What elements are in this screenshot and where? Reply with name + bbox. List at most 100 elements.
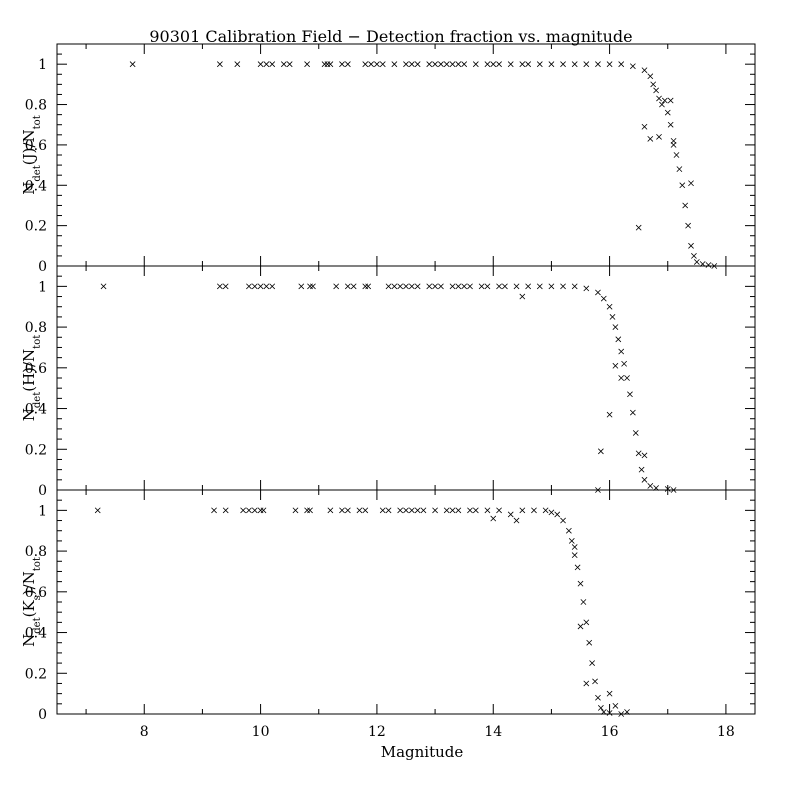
data-point: [438, 283, 444, 290]
data-point: [339, 61, 345, 68]
data-point: [438, 61, 444, 68]
data-point: [449, 507, 456, 514]
data-point: [548, 61, 555, 68]
data-point: [403, 507, 409, 514]
data-point: [548, 509, 555, 516]
y-label-subscript: s: [32, 595, 43, 600]
y-label-subscript: det: [32, 392, 43, 408]
data-point: [647, 483, 654, 489]
data-point: [426, 283, 433, 290]
data-point: [659, 101, 665, 108]
data-point: [455, 283, 462, 290]
data-point: [449, 283, 456, 290]
data-point: [374, 61, 380, 68]
data-point: [461, 61, 468, 68]
data-point: [507, 61, 514, 68]
data-point: [536, 283, 543, 290]
data-point: [414, 507, 421, 514]
data-point: [586, 639, 593, 646]
y-label-middle: (J)/N: [20, 129, 38, 165]
data-point: [478, 283, 485, 290]
data-point: [615, 336, 622, 343]
data-point: [612, 362, 619, 369]
data-point: [676, 166, 683, 173]
data-point: [688, 180, 694, 187]
data-point: [647, 73, 654, 80]
data-point: [560, 61, 566, 68]
data-point: [344, 61, 351, 68]
data-point: [536, 61, 543, 68]
data-point: [222, 507, 229, 514]
data-point: [583, 680, 590, 687]
y-label-subscript: det: [32, 165, 43, 181]
data-point: [612, 702, 619, 709]
data-point: [222, 283, 229, 290]
data-point: [496, 507, 502, 514]
data-point: [635, 224, 642, 231]
data-point: [251, 283, 258, 290]
data-point: [661, 97, 668, 104]
data-point: [449, 61, 456, 68]
x-tick-label: 10: [252, 724, 270, 740]
data-point: [618, 711, 625, 717]
y-label-base: N: [20, 634, 38, 647]
data-point: [432, 61, 438, 68]
data-point: [571, 61, 578, 68]
data-point: [574, 564, 581, 571]
data-point: [629, 63, 636, 70]
data-point: [403, 61, 409, 68]
data-point: [606, 303, 613, 310]
data-point: [472, 61, 479, 68]
y-axis-label: Ndet(Ks)/Ntot: [20, 557, 43, 647]
data-point: [531, 507, 537, 514]
y-tick-label: 1: [38, 57, 47, 73]
y-tick-label: 0.4: [25, 626, 47, 642]
data-point: [391, 283, 398, 290]
data-point: [408, 61, 415, 68]
data-point: [216, 283, 223, 290]
data-point: [362, 507, 369, 514]
data-point: [627, 391, 633, 398]
data-point: [298, 283, 305, 290]
data-point: [629, 409, 636, 416]
x-axis-label: Magnitude: [381, 743, 464, 761]
data-point: [565, 527, 572, 534]
y-label-subscript: tot: [32, 335, 43, 349]
chart-title: 90301 Calibration Field − Detection frac…: [149, 27, 632, 46]
data-point: [525, 283, 532, 290]
data-point: [571, 283, 578, 290]
data-point: [618, 375, 625, 381]
y-axis-label: Ndet(H)/Ntot: [20, 335, 43, 422]
data-point: [339, 507, 345, 514]
data-point: [211, 507, 217, 514]
data-point: [580, 599, 587, 605]
panel-h: 0 0.2 0.4 0.6 0.8 1 Ndet(H)/Ntot: [20, 265, 756, 499]
data-point: [362, 283, 369, 290]
y-tick-label: 0.8: [25, 320, 47, 336]
data-point: [632, 430, 639, 436]
data-point: [292, 507, 299, 514]
data-point: [496, 61, 502, 68]
data-point: [612, 324, 619, 330]
data-point: [397, 507, 404, 514]
data-point: [269, 283, 276, 290]
data-point: [414, 283, 421, 290]
data-point: [542, 507, 549, 514]
data-point: [670, 142, 677, 148]
data-point: [583, 61, 590, 68]
data-point: [621, 360, 628, 367]
data-point: [496, 283, 502, 290]
data-point: [391, 61, 398, 68]
data-point: [641, 67, 648, 74]
data-point: [656, 95, 662, 102]
y-tick-label: 0.2: [25, 219, 47, 235]
data-point: [624, 709, 630, 715]
data-point: [641, 476, 648, 483]
y-axis-label: Ndet(J)/Ntot: [20, 115, 43, 194]
data-point: [443, 507, 450, 514]
y-tick-label: 0.6: [25, 585, 47, 601]
data-point: [589, 660, 596, 666]
data-point: [350, 283, 357, 290]
y-label-base: N: [20, 408, 38, 421]
data-point: [129, 61, 136, 68]
